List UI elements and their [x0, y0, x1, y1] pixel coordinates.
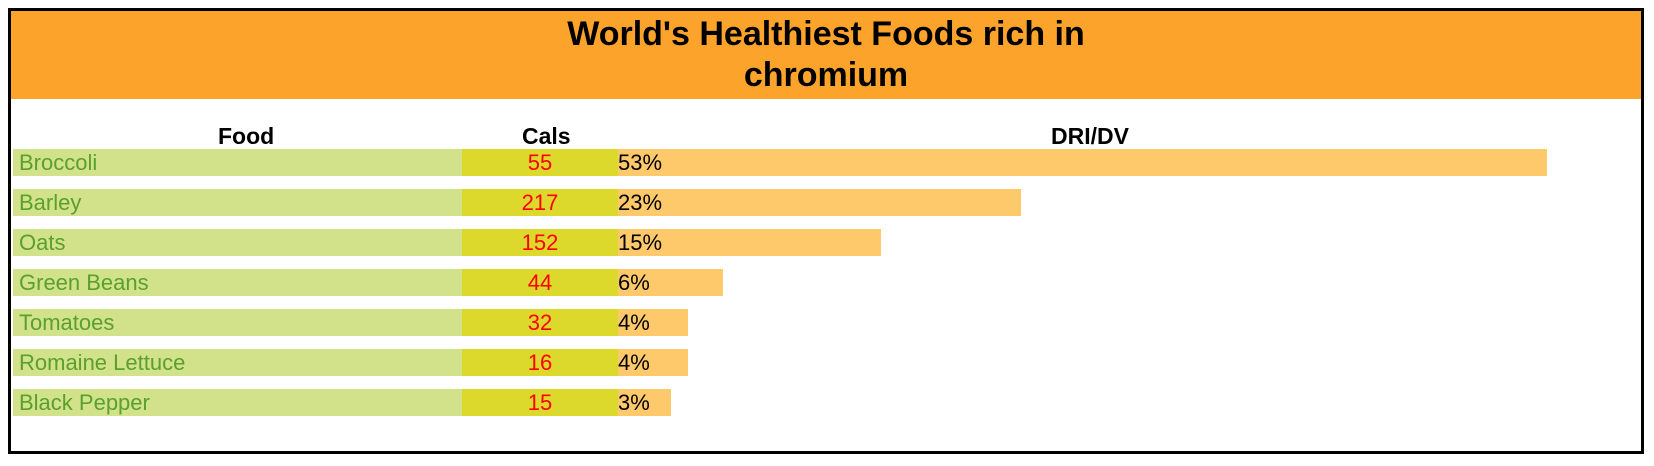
dri-bar	[618, 349, 688, 376]
food-label: Broccoli	[13, 149, 462, 176]
dri-bar	[618, 149, 1547, 176]
chart-rows: Broccoli 55 53% Barley 217 23% Oats 152 15% Green…	[11, 11, 1641, 451]
food-label: Barley	[13, 189, 462, 216]
dri-value-label: 15%	[618, 230, 663, 255]
food-label: Tomatoes	[13, 309, 462, 336]
cals-value: 217	[462, 189, 618, 216]
cals-value: 32	[462, 309, 618, 336]
cals-value: 15	[462, 389, 618, 416]
dri-bar	[618, 309, 688, 336]
dri-bar	[618, 189, 1021, 216]
chart-frame: World's Healthiest Foods rich in chromiu…	[8, 8, 1644, 454]
dri-value-label: 4%	[618, 350, 650, 375]
dri-value-label: 23%	[618, 190, 663, 215]
dri-bar	[618, 389, 671, 416]
column-header-cals: Cals	[522, 123, 571, 149]
food-label: Oats	[13, 229, 462, 256]
cals-value: 55	[462, 149, 618, 176]
chart-title: World's Healthiest Foods rich in chromiu…	[567, 15, 1085, 94]
food-label: Black Pepper	[13, 389, 462, 416]
cals-value: 152	[462, 229, 618, 256]
dri-bar	[618, 229, 881, 256]
column-header-food: Food	[218, 123, 275, 149]
dri-bar	[618, 269, 723, 296]
title-bar: World's Healthiest Foods rich in chromiu…	[11, 11, 1641, 99]
column-header-dri: DRI/DV	[1051, 123, 1129, 149]
cals-value: 16	[462, 349, 618, 376]
cals-value: 44	[462, 269, 618, 296]
dri-value-label: 53%	[618, 150, 663, 175]
dri-value-label: 6%	[618, 270, 650, 295]
food-label: Romaine Lettuce	[13, 349, 462, 376]
food-label: Green Beans	[13, 269, 462, 296]
dri-value-label: 4%	[618, 310, 650, 335]
dri-value-label: 3%	[618, 390, 650, 415]
